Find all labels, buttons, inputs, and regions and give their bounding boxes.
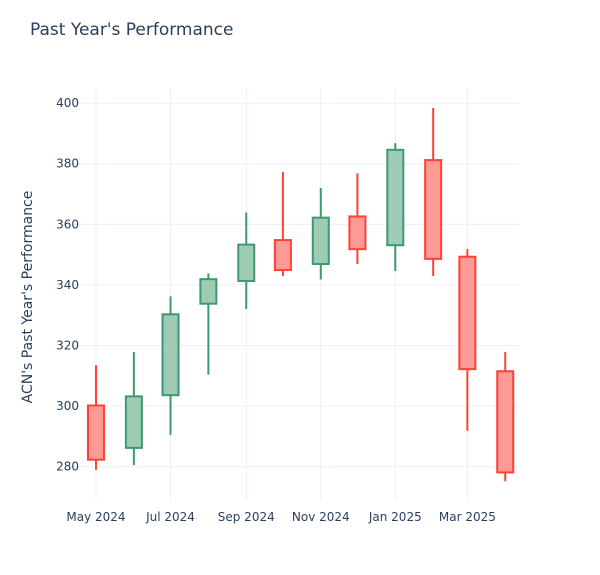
candle[interactable] bbox=[124, 352, 143, 466]
candle-body bbox=[237, 243, 256, 282]
y-axis-title: ACN's Past Year's Performance bbox=[20, 191, 36, 404]
candle-body bbox=[124, 395, 143, 449]
x-tick-label: Jan 2025 bbox=[368, 510, 422, 524]
candle-body bbox=[386, 148, 405, 247]
y-tick-label: 320 bbox=[56, 339, 79, 353]
chart-title: Past Year's Performance bbox=[30, 20, 234, 40]
candle[interactable] bbox=[496, 351, 515, 482]
x-tick-label: Mar 2025 bbox=[439, 510, 496, 524]
x-axis-ticks: May 2024 Jul 2024 Sep 2024 Nov 2024 Jan 2025… bbox=[66, 510, 495, 524]
x-tick-label: May 2024 bbox=[66, 510, 125, 524]
candle[interactable] bbox=[161, 296, 180, 435]
candle[interactable] bbox=[87, 365, 105, 470]
x-tick-label: Sep 2024 bbox=[218, 510, 275, 524]
y-tick-label: 280 bbox=[56, 460, 79, 474]
candle-body bbox=[348, 215, 367, 251]
candle-body bbox=[199, 278, 218, 305]
candle[interactable] bbox=[199, 273, 218, 375]
candle[interactable] bbox=[424, 107, 443, 277]
x-tick-label: Nov 2024 bbox=[292, 510, 350, 524]
x-tick-label: Jul 2024 bbox=[145, 510, 195, 524]
candle[interactable] bbox=[386, 143, 405, 271]
candle-body bbox=[496, 370, 515, 474]
candle-body bbox=[161, 313, 180, 397]
candle-body bbox=[458, 255, 477, 371]
y-tick-label: 340 bbox=[56, 278, 79, 292]
candle[interactable] bbox=[311, 187, 330, 280]
candle[interactable] bbox=[237, 212, 256, 310]
candle-body bbox=[273, 239, 292, 272]
y-tick-label: 400 bbox=[56, 96, 79, 110]
y-tick-label: 300 bbox=[56, 399, 79, 413]
candle[interactable] bbox=[273, 171, 292, 277]
candle[interactable] bbox=[348, 173, 367, 265]
candle[interactable] bbox=[458, 249, 477, 431]
candle-body bbox=[424, 159, 443, 260]
y-tick-label: 360 bbox=[56, 217, 79, 231]
y-axis-ticks: 280 300 320 340 360 380 400 bbox=[56, 96, 79, 474]
y-tick-label: 380 bbox=[56, 157, 79, 171]
candles-layer bbox=[87, 107, 515, 482]
candle-body bbox=[311, 216, 330, 266]
candle-body bbox=[87, 404, 105, 461]
